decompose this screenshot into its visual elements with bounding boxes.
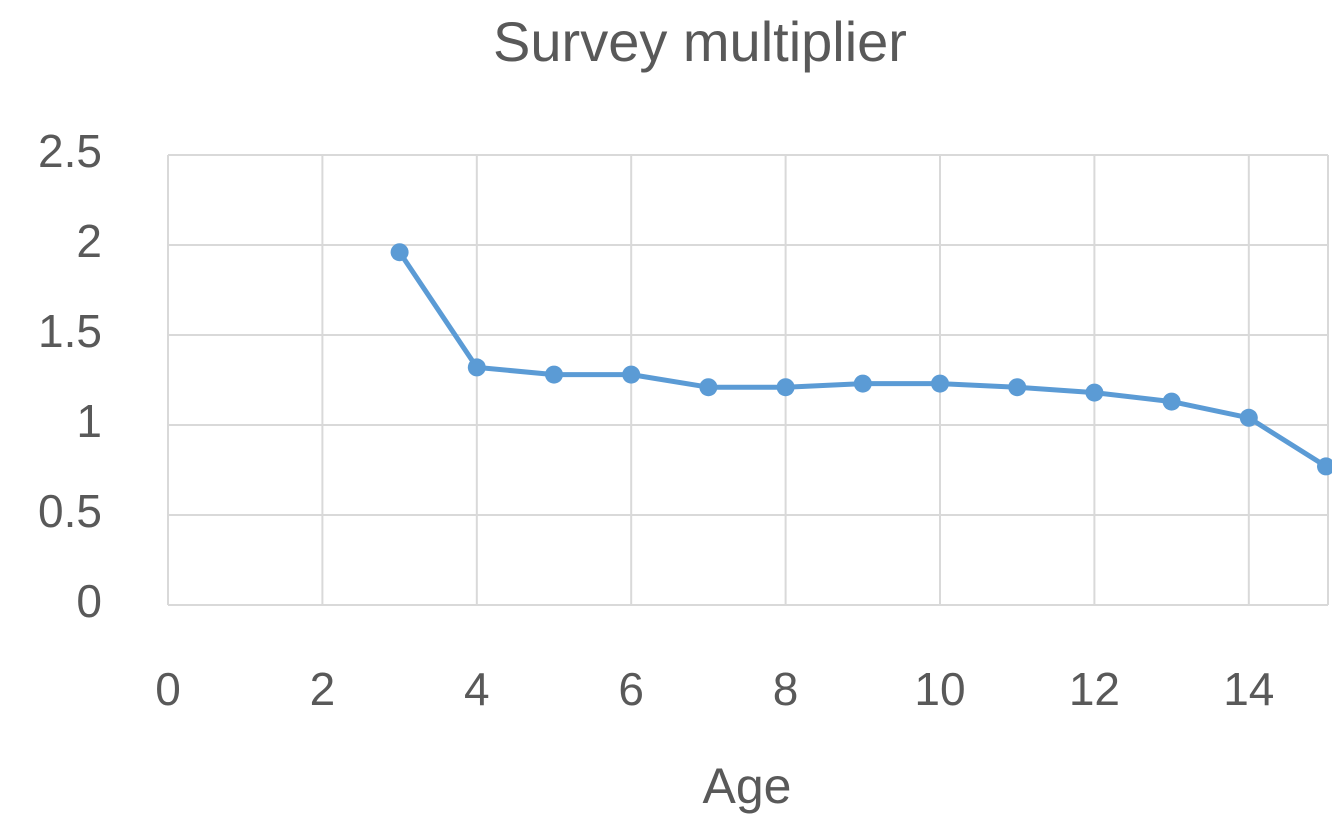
- chart-title: Survey multiplier: [493, 10, 907, 73]
- y-tick-label: 2.5: [38, 125, 102, 177]
- point: [1008, 378, 1027, 397]
- y-tick-label: 0: [76, 575, 102, 627]
- point: [622, 365, 641, 384]
- x-tick-label: 14: [1223, 663, 1274, 715]
- point: [390, 243, 409, 262]
- y-tick-label: 0.5: [38, 485, 102, 537]
- x-tick-label: 8: [773, 663, 799, 715]
- point: [931, 374, 949, 393]
- y-tick-label: 2: [76, 215, 102, 267]
- point: [1239, 408, 1258, 427]
- point: [776, 378, 795, 397]
- x-tick-label: 10: [914, 663, 965, 715]
- point: [699, 378, 718, 397]
- x-tick-label: 4: [464, 663, 490, 715]
- point: [467, 358, 486, 377]
- y-tick-label: 1: [76, 395, 102, 447]
- x-axis-label: Age: [703, 758, 792, 814]
- point: [1162, 392, 1181, 411]
- series-line: [397, 250, 1328, 469]
- point: [1317, 457, 1332, 476]
- point: [853, 374, 872, 393]
- x-tick-label: 6: [618, 663, 644, 715]
- x-tick-label: 0: [155, 663, 181, 715]
- y-tick-label: 1.5: [38, 305, 102, 357]
- x-tick-label: 12: [1069, 663, 1120, 715]
- x-tick-label: 2: [310, 663, 336, 715]
- point: [545, 365, 563, 384]
- point: [1085, 383, 1104, 402]
